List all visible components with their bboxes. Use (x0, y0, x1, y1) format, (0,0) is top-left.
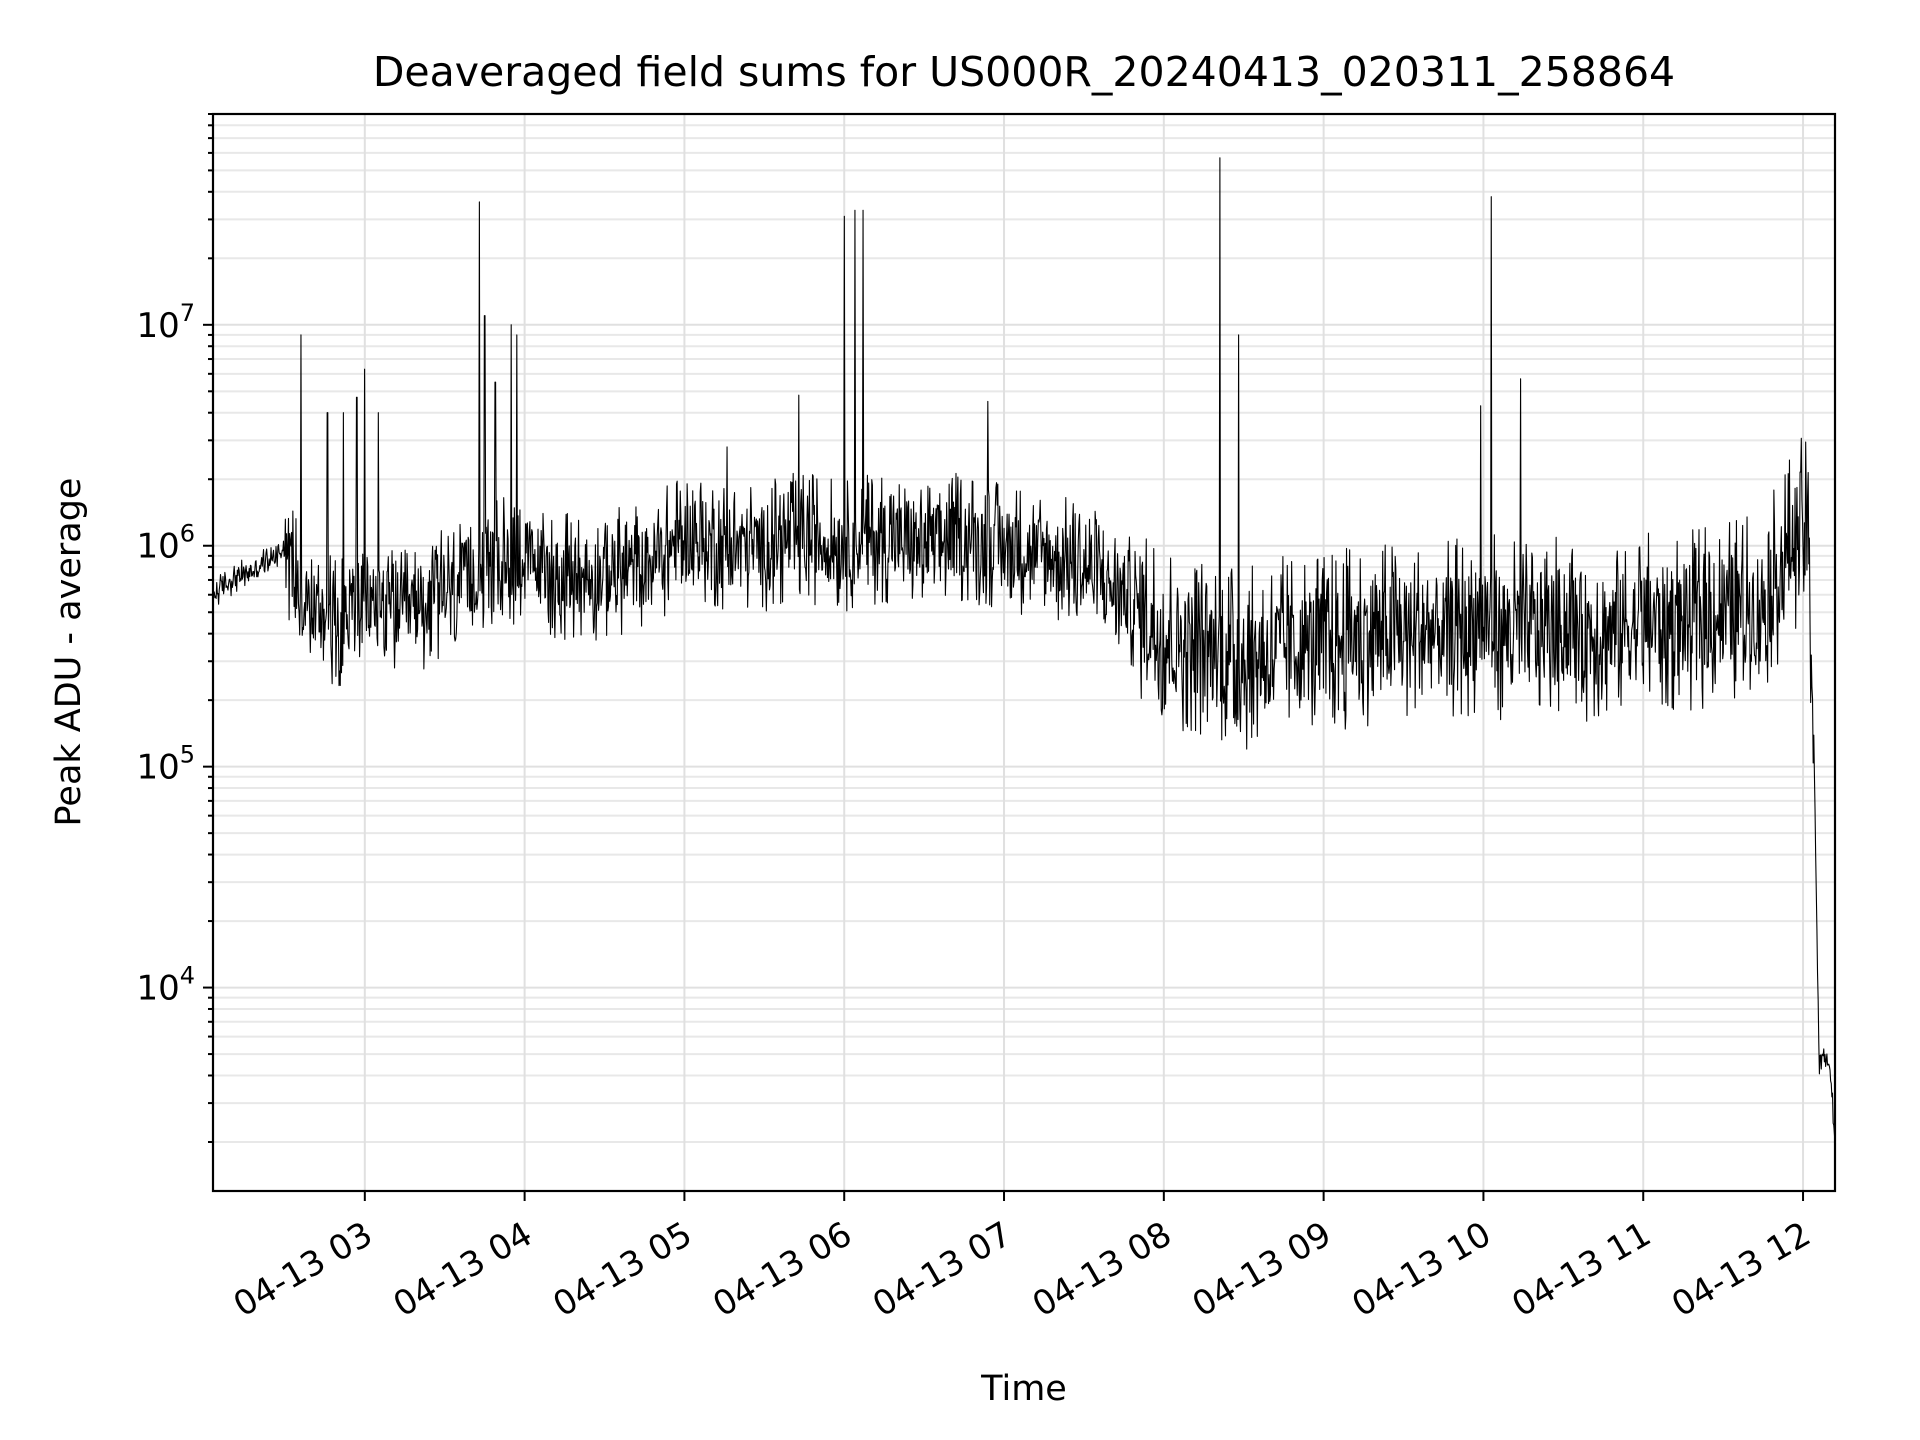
grid (213, 113, 1835, 1191)
x-tick-label: 04-13 07 (866, 1214, 1018, 1325)
x-axis-label: Time (980, 1369, 1067, 1409)
y-tick-label: 104 (136, 962, 195, 1009)
x-tick-label: 04-13 03 (227, 1214, 379, 1325)
x-tick-label: 04-13 06 (706, 1214, 858, 1325)
y-axis-label: Peak ADU - average (49, 478, 89, 827)
y-tick-label: 106 (136, 520, 195, 567)
y-tick-label: 107 (136, 299, 195, 346)
x-tick-label: 04-13 09 (1186, 1214, 1338, 1325)
y-axis-ticks: 104 105 106 107 (136, 113, 213, 1143)
chart-title: Deaveraged field sums for US000R_2024041… (373, 48, 1675, 96)
x-tick-label: 04-13 05 (547, 1214, 699, 1325)
x-tick-label: 04-13 04 (387, 1214, 539, 1325)
x-tick-label: 04-13 10 (1346, 1214, 1498, 1325)
x-tick-label: 04-13 11 (1505, 1214, 1657, 1325)
plot-frame (211, 112, 1837, 1193)
data-area (212, 157, 1836, 1143)
data-series-line (212, 157, 1836, 1143)
x-axis-ticks: 04-13 03 04-13 04 04-13 05 04-13 06 04-13 07… (227, 1191, 1818, 1325)
x-tick-label: 04-13 12 (1665, 1214, 1817, 1325)
y-tick-label: 105 (136, 741, 195, 788)
x-tick-label: 04-13 08 (1026, 1214, 1178, 1325)
